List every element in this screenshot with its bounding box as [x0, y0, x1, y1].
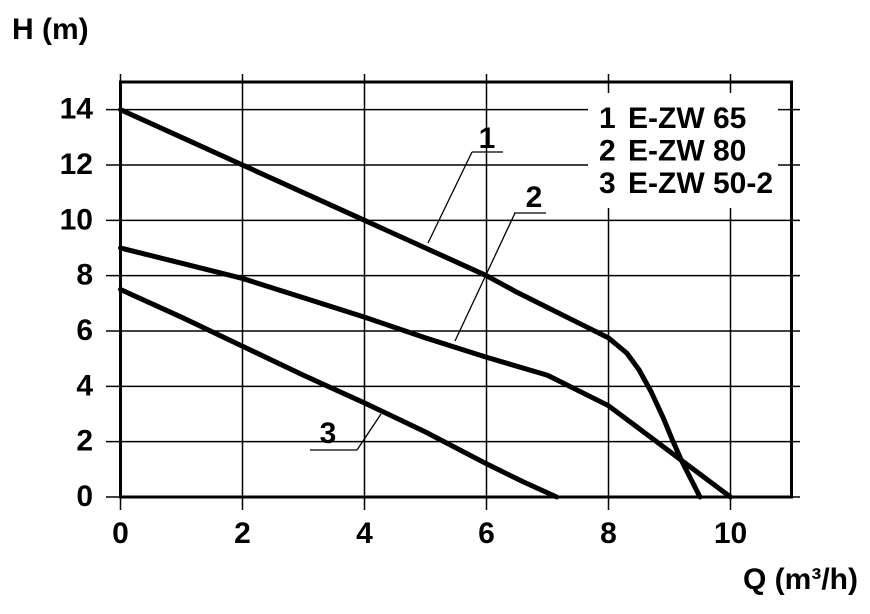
legend-box: [588, 93, 778, 208]
legend-label: E-ZW 50-2: [628, 167, 773, 200]
y-tick-label: 12: [60, 148, 93, 181]
plot-border-rect: [119, 80, 793, 499]
y-axis-title: H (m): [12, 13, 89, 46]
x-tick-label: 4: [356, 517, 373, 550]
x-tick-label: 8: [600, 517, 617, 550]
curve-number-label: 1: [479, 122, 496, 155]
y-tick-label: 0: [76, 480, 93, 513]
x-tick-label: 0: [112, 517, 129, 550]
y-tick-label: 2: [76, 425, 93, 458]
curve-number-label: 2: [526, 181, 543, 214]
x-tick-label: 10: [714, 517, 747, 550]
y-tick-label: 10: [60, 203, 93, 236]
legend-label: E-ZW 80: [628, 135, 746, 168]
curve-1: [118, 107, 703, 500]
legend: 1 E-ZW 65 2 E-ZW 80 3 E-ZW 50-2: [588, 93, 778, 208]
plot-border: [119, 80, 793, 499]
curve-labels: 12 3: [310, 122, 546, 451]
legend-key: 1: [599, 102, 616, 135]
curve-3: [118, 287, 560, 500]
curve-leader-line: [427, 151, 473, 244]
x-axis-title: Q (m³/h): [743, 563, 858, 596]
pump-curves: [118, 107, 733, 500]
legend-key: 2: [599, 135, 616, 168]
curve-2: [118, 245, 733, 500]
y-tick-label: 8: [76, 259, 93, 292]
x-tick-label: 2: [234, 517, 251, 550]
y-tick-label: 14: [60, 93, 94, 126]
x-tick-label: 6: [478, 517, 495, 550]
curve-leader-line: [454, 212, 516, 342]
gridlines: [106, 74, 800, 510]
y-tick-label: 4: [76, 369, 93, 402]
y-tick-label: 6: [76, 314, 93, 347]
legend-key: 3: [599, 167, 616, 200]
legend-label: E-ZW 65: [628, 102, 746, 135]
curve-leader-line: [356, 413, 382, 451]
curve-number-label: 3: [320, 417, 337, 450]
